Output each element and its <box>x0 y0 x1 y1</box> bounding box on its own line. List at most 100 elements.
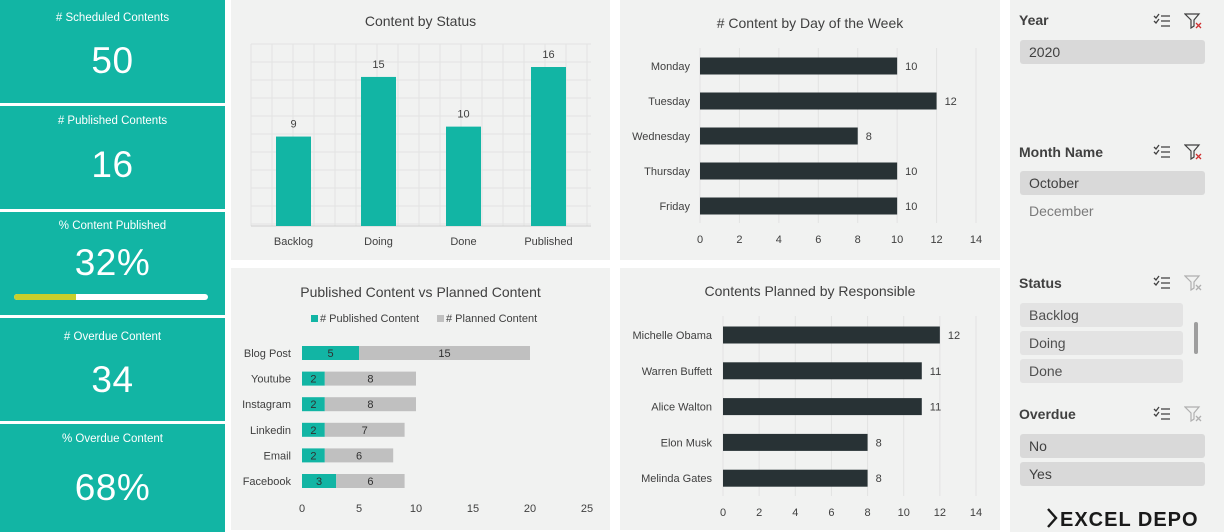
bar <box>723 469 868 487</box>
slicer-item-backlog[interactable]: Backlog <box>1020 303 1183 327</box>
data-label: 5 <box>327 348 333 360</box>
tick-label: 14 <box>970 507 982 519</box>
kpi-value: 34 <box>91 359 134 400</box>
category-label: Michelle Obama <box>633 330 713 342</box>
category-label: Email <box>263 450 291 462</box>
kpi-label: # Published Contents <box>57 115 168 127</box>
published-segment <box>302 346 359 360</box>
bar-doing <box>361 76 396 226</box>
kpi-card-scheduled: # Scheduled Contents 50 <box>0 0 225 103</box>
published-segment <box>302 448 325 463</box>
clear-filter-icon[interactable] <box>1184 406 1202 422</box>
planned-segment <box>324 371 416 386</box>
slicer-title-month: Month Name <box>1019 144 1103 160</box>
tick-label: 10 <box>898 507 910 519</box>
kpi-value: 32% <box>74 242 151 283</box>
category-label: Thursday <box>644 166 690 178</box>
tick-label: 20 <box>524 503 536 515</box>
slicer-panel: Year 2020 Month Name October December St… <box>1010 0 1224 532</box>
tick-label: 8 <box>855 234 861 246</box>
data-label: 6 <box>367 476 373 488</box>
category-label: Elon Musk <box>661 437 713 449</box>
multi-select-icon[interactable] <box>1153 275 1171 291</box>
tick-label: 0 <box>697 234 703 246</box>
slicer-item-no[interactable]: No <box>1020 434 1205 458</box>
data-label: 15 <box>438 348 450 360</box>
chart-published-vs-planned[interactable]: Published Content vs Planned Content # Pu… <box>231 268 610 530</box>
published-segment <box>302 422 325 437</box>
multi-select-icon[interactable] <box>1153 144 1171 160</box>
chart-title: # Content by Day of the Week <box>717 15 905 31</box>
bar <box>723 398 922 416</box>
data-label: 6 <box>356 450 362 462</box>
category-label: Doing <box>364 236 393 248</box>
chart-planned-by-responsible[interactable]: Contents Planned by Responsible 0 2 4 6 8 10 12… <box>620 268 1000 530</box>
category-label: Backlog <box>274 236 313 248</box>
tick-label: 5 <box>356 503 362 515</box>
category-label: Warren Buffett <box>642 366 712 378</box>
clear-filter-icon[interactable] <box>1184 144 1202 160</box>
tick-label: 4 <box>776 234 782 246</box>
chart-title: Contents Planned by Responsible <box>705 283 916 299</box>
tick-label: 4 <box>792 507 798 519</box>
category-label: Facebook <box>243 476 292 488</box>
category-label: Blog Post <box>244 348 291 360</box>
slicer-item-done[interactable]: Done <box>1020 359 1183 383</box>
slicer-item-october[interactable]: October <box>1020 171 1205 195</box>
tick-label: 6 <box>815 234 821 246</box>
slicer-title-status: Status <box>1019 275 1062 291</box>
kpi-column: # Scheduled Contents 50 # Published Cont… <box>0 0 225 532</box>
data-label: 10 <box>457 109 469 121</box>
published-progress-bar <box>14 294 208 300</box>
slicer-scrollbar[interactable] <box>1194 322 1198 354</box>
kpi-card-percent-overdue: % Overdue Content 68% <box>0 424 225 532</box>
data-label: 2 <box>310 425 316 437</box>
slicer-item-doing[interactable]: Doing <box>1020 331 1183 355</box>
clear-filter-icon[interactable] <box>1184 275 1202 291</box>
responsible-bar-chart: Contents Planned by Responsible 0 2 4 6 8 10 12… <box>633 283 983 519</box>
clear-filter-icon[interactable] <box>1184 13 1202 29</box>
data-label: 2 <box>310 450 316 462</box>
data-label: 11 <box>930 366 941 378</box>
bar <box>700 92 937 110</box>
tick-label: 2 <box>736 234 742 246</box>
legend-swatch <box>311 315 318 322</box>
planned-segment <box>324 422 405 437</box>
bar <box>723 326 940 344</box>
tick-label: 12 <box>930 234 942 246</box>
multi-select-icon[interactable] <box>1153 13 1171 29</box>
legend-swatch <box>437 315 444 322</box>
chart-title: Content by Status <box>365 13 476 29</box>
bar <box>723 433 868 451</box>
tick-label: 0 <box>720 507 726 519</box>
slicer-item-yes[interactable]: Yes <box>1020 462 1205 486</box>
kpi-label: # Scheduled Contents <box>55 12 170 24</box>
chart-content-by-day[interactable]: # Content by Day of the Week 0 2 4 6 8 10 12 14 M… <box>620 0 1000 260</box>
slicer-title-overdue: Overdue <box>1019 406 1076 422</box>
excel-depo-logo: EXCEL DEPO <box>1047 508 1199 530</box>
slicer-item-2020[interactable]: 2020 <box>1020 40 1205 64</box>
tick-label: 14 <box>970 234 982 246</box>
published-segment <box>302 397 325 412</box>
category-label: Melinda Gates <box>641 473 712 485</box>
slicer-item-december[interactable]: December <box>1029 203 1094 219</box>
data-label: 8 <box>367 374 373 386</box>
bar <box>700 57 898 75</box>
bar <box>700 162 898 180</box>
bar-done <box>446 126 481 226</box>
planned-segment <box>359 346 530 360</box>
kpi-label: # Overdue Content <box>63 331 162 343</box>
chart-content-by-status[interactable]: Content by Status 9 Backlog 15 Doing 10 Done 16… <box>231 0 610 260</box>
planned-segment <box>336 474 405 488</box>
status-bar-chart: Content by Status 9 Backlog 15 Doing 10 Done 16… <box>250 13 591 248</box>
category-label: Tuesday <box>648 96 690 108</box>
data-label: 12 <box>945 96 957 108</box>
logo-text: EXCEL DEPO <box>1060 509 1199 530</box>
tick-label: 0 <box>299 503 305 515</box>
kpi-card-published: # Published Contents 16 <box>0 106 225 209</box>
day-bar-chart: # Content by Day of the Week 0 2 4 6 8 10 12 14 M… <box>632 15 982 246</box>
multi-select-icon[interactable] <box>1153 406 1171 422</box>
kpi-value: 50 <box>91 40 134 81</box>
data-label: 8 <box>876 437 882 449</box>
legend-label: # Published Content <box>320 313 419 325</box>
